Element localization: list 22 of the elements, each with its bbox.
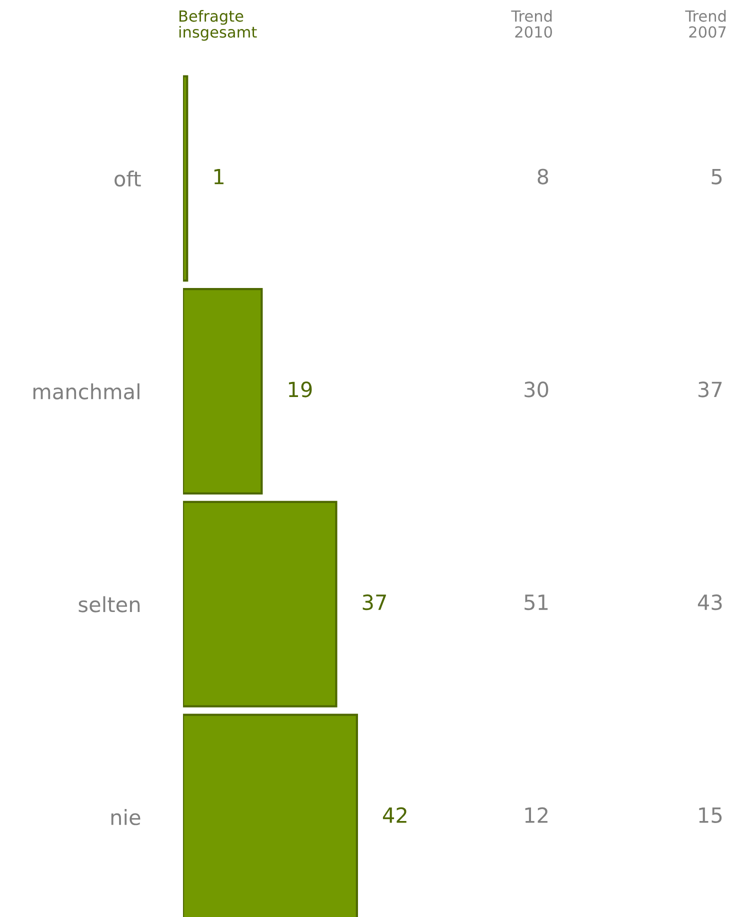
chart-title: Befragte insgesamt	[179, 10, 257, 41]
text: Trend 2010	[511, 10, 552, 38]
text: Trend 2007	[685, 10, 726, 38]
data-label: 37	[362, 594, 386, 610]
data-label: 19	[288, 382, 312, 398]
y-tick-label: nie	[111, 809, 140, 826]
data-label: 12	[525, 807, 548, 823]
data-label: 15	[699, 808, 722, 824]
bar	[183, 288, 263, 494]
data-label: 30	[524, 382, 548, 398]
data-label: 5	[712, 168, 722, 184]
data-label: 8	[538, 168, 548, 184]
data-label: 43	[698, 594, 722, 610]
y-tick-label: manchmal	[33, 383, 140, 400]
data-label: 51	[524, 594, 548, 610]
y-tick-label: selten	[78, 596, 140, 612]
data-label: 1	[214, 168, 224, 184]
bar	[183, 500, 338, 708]
y-tick-label: oft	[114, 170, 141, 187]
data-label: 37	[698, 382, 722, 398]
data-label: 42	[382, 807, 406, 823]
bar	[183, 75, 188, 282]
